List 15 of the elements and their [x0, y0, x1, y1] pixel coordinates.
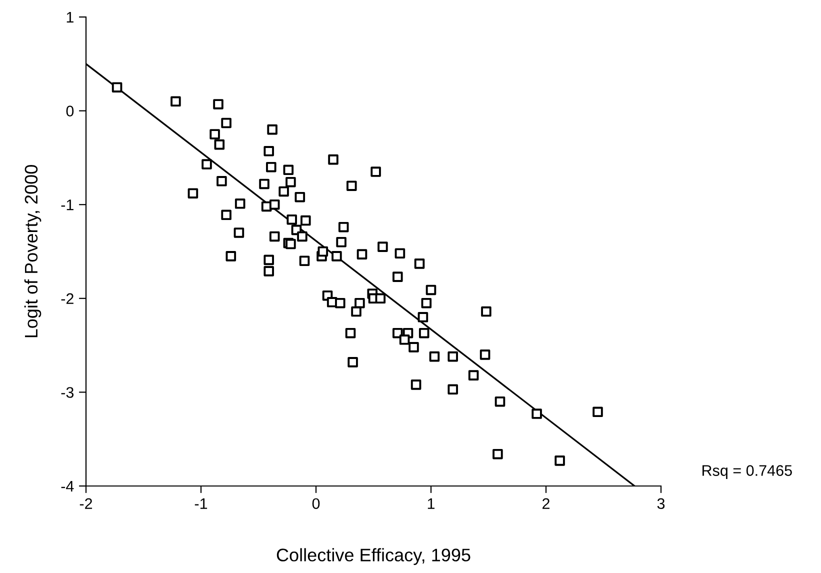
x-tick-label: -1 — [194, 498, 208, 509]
x-tick-label: 0 — [312, 498, 320, 510]
y-tick-label: -4 — [61, 481, 74, 492]
x-tick-label: 1 — [428, 498, 435, 509]
y-tick-label: -3 — [61, 387, 74, 398]
y-axis-title: Logit of Poverty, 2000 — [24, 165, 42, 338]
x-tick-label: -2 — [80, 498, 92, 509]
x-tick-label: 2 — [542, 498, 550, 509]
y-tick-label: -1 — [61, 200, 74, 210]
x-tick-label: 3 — [657, 498, 665, 510]
y-tick-label: 0 — [66, 106, 74, 116]
x-axis-title: Collective Efficacy, 1995 — [276, 548, 470, 565]
y-tick-label: 1 — [66, 12, 74, 23]
y-tick-label: -2 — [61, 293, 74, 304]
text: Rsq = 0.7465 — [702, 465, 792, 479]
